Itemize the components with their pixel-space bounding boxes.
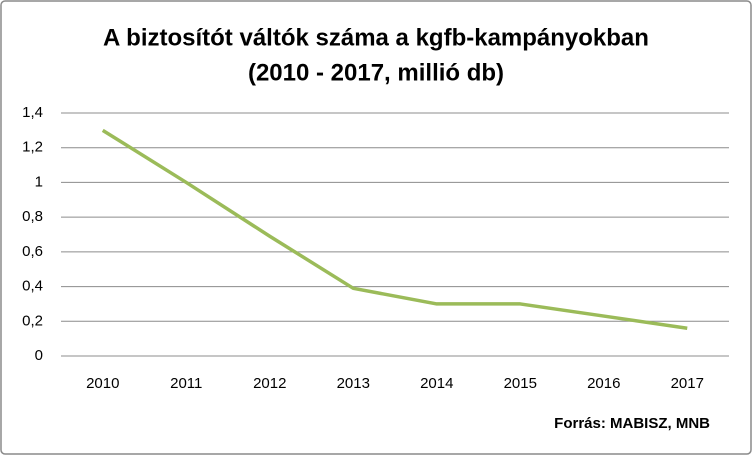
x-tick-label: 2017 <box>671 375 704 392</box>
x-tick-label: 2015 <box>504 375 537 392</box>
chart-title: A biztosítót váltók száma a kgfb-kampány… <box>103 24 649 51</box>
x-tick-label: 2011 <box>170 375 202 392</box>
x-tick-label: 2012 <box>253 375 286 392</box>
source-note: Forrás: MABISZ, MNB <box>554 415 710 432</box>
y-tick-label: 1,4 <box>22 104 43 121</box>
x-tick-label: 2016 <box>587 375 620 392</box>
y-tick-label: 0 <box>35 347 43 364</box>
y-tick-label: 0,2 <box>22 312 43 329</box>
chart-subtitle: (2010 - 2017, millió db) <box>248 59 504 86</box>
y-tick-label: 1,2 <box>22 139 43 156</box>
y-tick-label: 1 <box>35 173 43 190</box>
x-tick-label: 2013 <box>337 375 370 392</box>
y-tick-label: 0,4 <box>22 278 43 295</box>
x-tick-label: 2014 <box>420 375 453 392</box>
y-tick-label: 0,8 <box>22 208 43 225</box>
data-line <box>101 128 688 330</box>
y-tick-label: 0,6 <box>22 243 43 260</box>
x-tick-label: 2010 <box>86 375 119 392</box>
